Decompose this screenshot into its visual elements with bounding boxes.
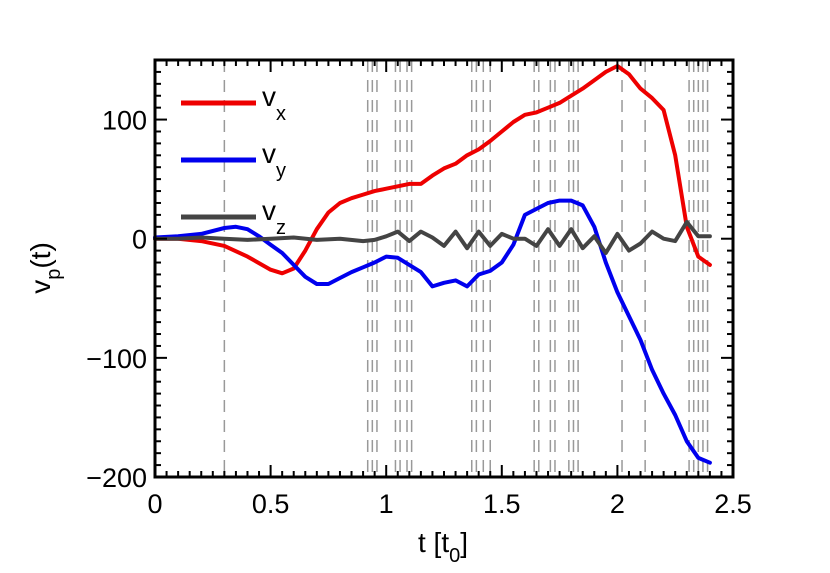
legend-label-vx: vx — [262, 81, 286, 125]
y-axis-title: vp(t) — [25, 242, 65, 294]
legend: vx vy vz — [181, 81, 286, 239]
legend-label-vy: vy — [262, 138, 286, 182]
x-tick-label: 2 — [610, 489, 625, 519]
vertical-reference-lines — [223, 60, 709, 477]
series-line-vz — [153, 220, 712, 255]
x-tick-label: 0 — [147, 489, 162, 519]
axes-frame — [153, 58, 735, 479]
x-tick-label: 1.5 — [483, 489, 521, 519]
series-line-vy — [153, 198, 712, 465]
x-tick-label: 2.5 — [714, 489, 752, 519]
series-line-vx — [153, 64, 712, 276]
y-tick-label: 100 — [102, 106, 147, 136]
y-tick-label: 0 — [132, 225, 147, 255]
x-tick-label: 1 — [379, 489, 394, 519]
series-lines — [153, 64, 712, 465]
x-tick-label: 0.5 — [252, 489, 290, 519]
y-tick-label: −200 — [86, 463, 147, 493]
tick-labels: 0 0.5 1 1.5 2 2.5 −200 −100 0 100 — [86, 106, 752, 519]
y-tick-label: −100 — [86, 344, 147, 374]
x-axis-title: t [t0] — [418, 527, 468, 567]
axis-ticks — [154, 59, 734, 478]
legend-label-vz: vz — [262, 195, 286, 239]
